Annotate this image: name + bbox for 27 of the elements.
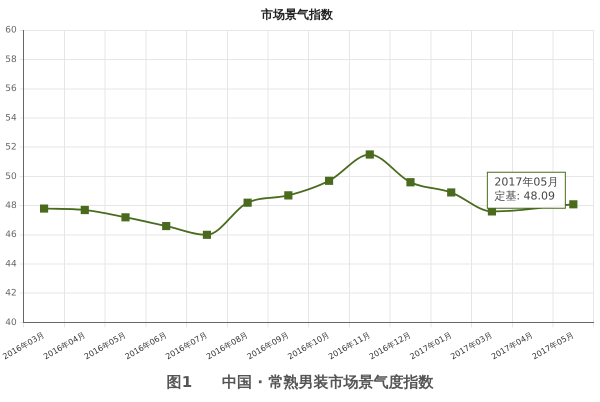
annotation: 定基: 48.09 [494, 190, 556, 203]
point [202, 230, 212, 239]
point [121, 213, 130, 222]
y-tick-label: 44 [5, 259, 17, 270]
y-tick-label: 52 [5, 142, 17, 153]
caption: 图1 中国 · 常熟男装市场景气度指数 [166, 373, 434, 392]
y-tick-label: 56 [5, 84, 17, 94]
point [244, 198, 252, 207]
y-tick-label: 40 [5, 318, 17, 328]
y-tick-label: 42 [5, 288, 17, 299]
point [366, 150, 374, 159]
point [80, 206, 89, 214]
point [162, 222, 170, 230]
point [447, 188, 456, 197]
y-tick-label: 60 [5, 26, 17, 36]
point [40, 204, 48, 213]
chart-title: 市场景气指数 [260, 7, 334, 22]
point [569, 200, 578, 208]
point [284, 191, 292, 200]
annotation: 2017年05月 [494, 176, 558, 189]
y-tick-label: 46 [5, 230, 17, 240]
y-tick-label: 48 [5, 200, 17, 211]
y-tick-label: 50 [5, 172, 17, 182]
y-tick-label: 58 [5, 54, 17, 65]
point [406, 178, 415, 186]
y-tick-label: 54 [5, 113, 17, 124]
point [324, 176, 334, 185]
